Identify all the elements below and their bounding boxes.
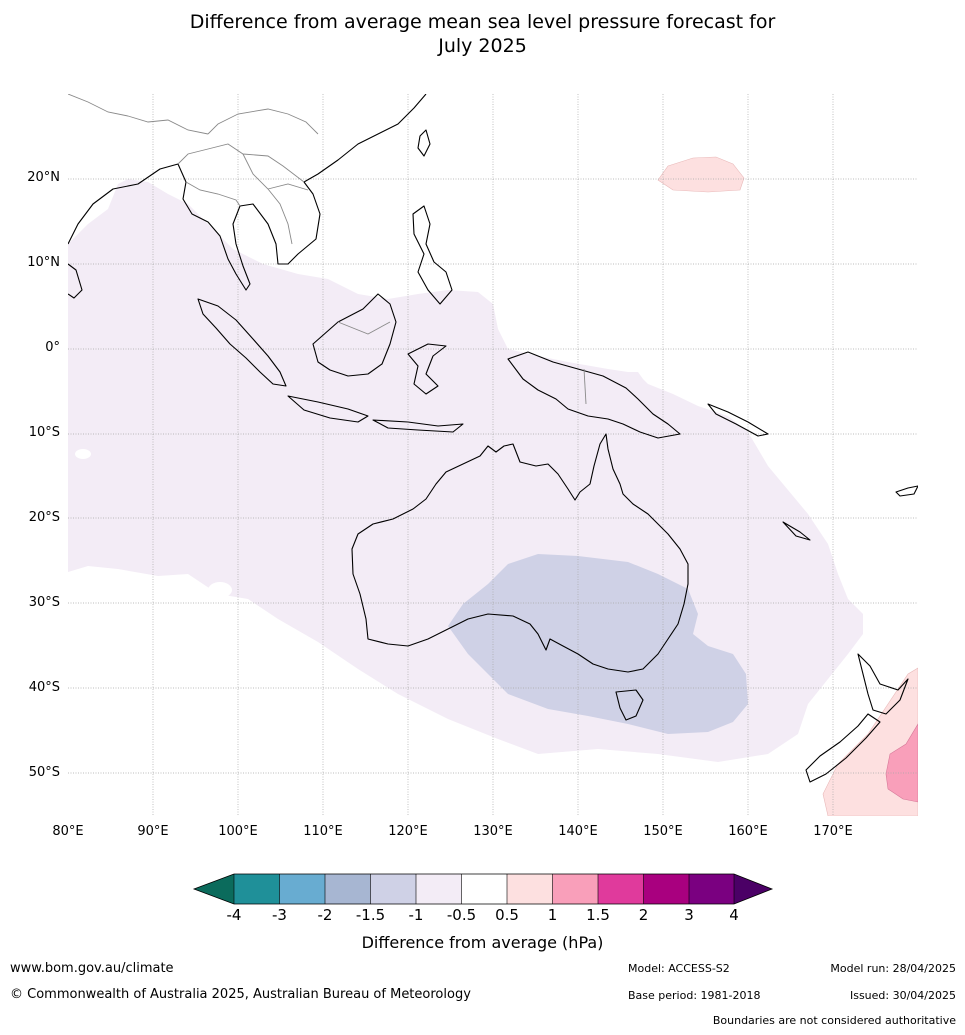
coastline-sulawesi bbox=[407, 343, 447, 395]
map-title: Difference from average mean sea level p… bbox=[0, 10, 965, 58]
graticule bbox=[68, 94, 918, 816]
colorbar-segment bbox=[416, 874, 462, 904]
colorbar-segment bbox=[279, 874, 325, 904]
coastline-lesser-sunda bbox=[372, 419, 464, 433]
lon-tick-160e: 160°E bbox=[728, 824, 768, 839]
map-title-line1: Difference from average mean sea level p… bbox=[189, 11, 776, 33]
colorbar-label: -4 bbox=[226, 906, 242, 924]
anomaly-gap bbox=[208, 582, 232, 598]
lat-tick-50s: 50°S bbox=[28, 765, 60, 780]
coastline-new-caledonia bbox=[782, 521, 811, 541]
coastline-solomons bbox=[707, 403, 769, 437]
colorbar-segment bbox=[507, 874, 553, 904]
footer-model: Model: ACCESS-S2 bbox=[628, 962, 730, 975]
footer-url[interactable]: www.bom.gov.au/climate bbox=[10, 961, 174, 976]
lat-tick-30s: 30°S bbox=[28, 595, 60, 610]
colorbar-segment bbox=[689, 874, 734, 904]
colorbar-dividers bbox=[233, 874, 735, 904]
footer-model-run: Model run: 28/04/2025 bbox=[830, 962, 956, 975]
coastline-australia bbox=[351, 433, 689, 673]
colorbar-segment bbox=[234, 874, 280, 904]
lat-tick-20s: 20°S bbox=[28, 510, 60, 525]
coastline-new-guinea bbox=[507, 351, 681, 439]
country-borders bbox=[68, 94, 587, 405]
footer-issued: Issued: 30/04/2025 bbox=[849, 989, 956, 1002]
colorbar-segment bbox=[325, 874, 371, 904]
lon-tick-120e: 120°E bbox=[388, 824, 428, 839]
lon-tick-90e: 90°E bbox=[137, 824, 169, 839]
anomaly-region-positive-core bbox=[885, 723, 918, 803]
colorbar-label: -1.5 bbox=[355, 906, 386, 924]
map-canvas bbox=[68, 94, 918, 816]
lon-tick-100e: 100°E bbox=[218, 824, 258, 839]
coastline-philippines bbox=[412, 205, 453, 305]
anomaly-region-moderate-negative bbox=[448, 554, 748, 734]
coastline-sumatra bbox=[197, 298, 287, 387]
map-panel bbox=[68, 94, 918, 816]
lon-tick-80e: 80°E bbox=[52, 824, 84, 839]
footer-base-period: Base period: 1981-2018 bbox=[628, 989, 761, 1002]
coastline-java bbox=[287, 395, 369, 423]
colorbar-segment bbox=[194, 874, 234, 904]
anomaly-gap bbox=[75, 449, 91, 459]
colorbar-segment bbox=[461, 874, 507, 904]
colorbar-segment bbox=[734, 874, 772, 904]
colorbar-label: -0.5 bbox=[446, 906, 477, 924]
lat-tick-20n: 20°N bbox=[27, 170, 60, 185]
colorbar-label: 1.5 bbox=[586, 906, 610, 924]
colorbar-label: -2 bbox=[317, 906, 333, 924]
colorbar-label: 4 bbox=[729, 906, 739, 924]
coastline-india bbox=[68, 263, 83, 299]
coastline-nz-south bbox=[805, 713, 881, 783]
lat-tick-10s: 10°S bbox=[28, 425, 60, 440]
map-title-line2: July 2025 bbox=[438, 35, 527, 57]
lon-tick-140e: 140°E bbox=[558, 824, 598, 839]
colorbar-label: -3 bbox=[272, 906, 287, 924]
colorbar-title: Difference from average (hPa) bbox=[361, 933, 604, 952]
colorbar-segment bbox=[370, 874, 416, 904]
colorbar-label: 0.5 bbox=[495, 906, 519, 924]
colorbar-outline bbox=[192, 873, 774, 905]
colorbar-label: 3 bbox=[684, 906, 694, 924]
footer-disclaimer: Boundaries are not considered authoritat… bbox=[712, 1014, 956, 1027]
colorbar-label: -1 bbox=[408, 906, 424, 924]
colorbar-segment bbox=[552, 874, 598, 904]
coastline-taiwan bbox=[417, 129, 431, 157]
lat-tick-10n: 10°N bbox=[27, 255, 60, 270]
coastline-nz-north bbox=[857, 653, 909, 715]
colorbar-label: 2 bbox=[638, 906, 649, 924]
colorbar-segment bbox=[643, 874, 689, 904]
coastline-borneo bbox=[312, 293, 397, 377]
lat-tick-0: 0° bbox=[45, 340, 60, 355]
coastline-fiji bbox=[895, 485, 918, 497]
footer-copyright: © Commonwealth of Australia 2025, Austra… bbox=[10, 987, 471, 1002]
colorbar-label: 1 bbox=[547, 906, 558, 924]
coastline-tasmania bbox=[615, 689, 644, 721]
anomaly-region-positive-north bbox=[657, 156, 745, 193]
lon-tick-130e: 130°E bbox=[473, 824, 513, 839]
lat-tick-40s: 40°S bbox=[28, 680, 60, 695]
lon-tick-150e: 150°E bbox=[643, 824, 683, 839]
lon-tick-170e: 170°E bbox=[813, 824, 853, 839]
lon-tick-110e: 110°E bbox=[303, 824, 343, 839]
colorbar-segment bbox=[598, 874, 644, 904]
